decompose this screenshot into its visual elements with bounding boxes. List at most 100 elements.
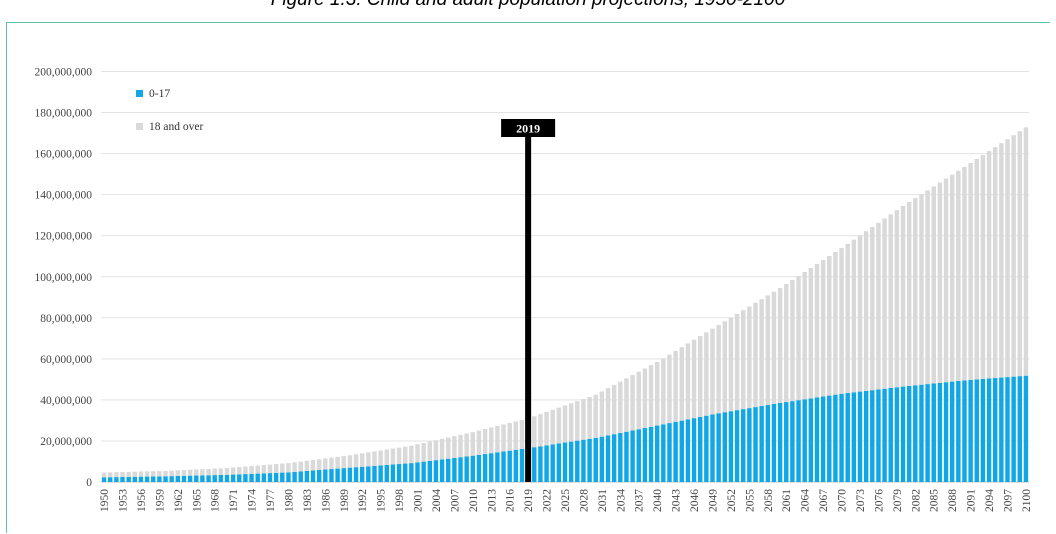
bar-segment-0-17	[489, 453, 494, 482]
bar-segment-0-17	[894, 387, 900, 482]
bar-segment-18-and-over	[218, 468, 224, 475]
y-tick-label: 140,000,000	[35, 190, 93, 202]
bar-segment-18-and-over	[439, 438, 445, 460]
bar-segment-0-17	[261, 473, 267, 482]
bar-segment-18-and-over	[808, 268, 814, 399]
bar-segment-0-17	[439, 459, 445, 482]
bar-segment-18-and-over	[685, 343, 691, 420]
bar-segment-0-17	[230, 474, 236, 482]
bar-segment-18-and-over	[409, 445, 414, 464]
bar-segment-18-and-over	[863, 231, 869, 391]
bar-segment-0-17	[968, 379, 973, 482]
bar-segment-18-and-over	[341, 456, 346, 469]
bar-segment-0-17	[599, 436, 605, 482]
bar-segment-0-17	[654, 425, 660, 482]
x-tick-label: 1971	[228, 489, 240, 512]
bar-segment-18-and-over	[280, 463, 285, 473]
y-tick-label: 60,000,000	[40, 354, 92, 366]
bar-segment-0-17	[943, 382, 949, 482]
legend-label: 18 and over	[149, 121, 203, 133]
bar-segment-0-17	[618, 432, 623, 482]
bar-segment-0-17	[777, 402, 783, 482]
bar-segment-18-and-over	[784, 284, 789, 403]
bar-segment-18-and-over	[575, 401, 580, 441]
x-tick-label: 2007	[449, 489, 461, 512]
bar-segment-0-17	[151, 476, 156, 482]
bar-segment-0-17	[194, 475, 199, 482]
bar-segment-18-and-over	[1023, 127, 1029, 376]
bar-segment-0-17	[366, 466, 371, 482]
bar-segment-18-and-over	[697, 336, 703, 417]
bar-segment-18-and-over	[267, 464, 273, 474]
bar-segment-0-17	[790, 401, 795, 482]
bar-segment-0-17	[243, 474, 248, 482]
bar-segment-0-17	[329, 469, 334, 482]
bar-segment-18-and-over	[599, 391, 605, 437]
bar-segment-0-17	[513, 449, 519, 482]
bar-segment-0-17	[138, 476, 144, 482]
bar-segment-18-and-over	[101, 472, 107, 478]
x-tick-label: 1998	[394, 489, 406, 512]
bar-segment-0-17	[956, 381, 961, 482]
bar-segment-0-17	[685, 419, 691, 482]
bar-segment-18-and-over	[544, 411, 549, 446]
bar-segment-18-and-over	[144, 471, 150, 477]
bar-segment-0-17	[409, 463, 414, 482]
bar-segment-0-17	[734, 410, 740, 482]
bar-segment-18-and-over	[814, 264, 820, 398]
legend-swatch	[136, 90, 143, 97]
bar-segment-0-17	[562, 442, 568, 482]
bar-segment-18-and-over	[402, 446, 408, 464]
bar-segment-18-and-over	[255, 465, 260, 474]
x-tick-label: 1965	[191, 489, 203, 512]
bar-segment-0-17	[126, 476, 131, 482]
bar-segment-18-and-over	[704, 332, 709, 416]
bar-segment-0-17	[992, 378, 998, 482]
bar-segment-0-17	[900, 386, 906, 482]
x-tick-label: 2019	[523, 489, 535, 512]
bar-segment-18-and-over	[316, 459, 322, 470]
x-tick-label: 2001	[413, 489, 425, 512]
bar-segment-0-17	[224, 474, 230, 482]
bar-segment-18-and-over	[949, 174, 955, 382]
bar-segment-18-and-over	[833, 252, 838, 395]
bar-segment-0-17	[679, 420, 684, 482]
bar-segment-0-17	[187, 475, 193, 482]
bar-segment-0-17	[323, 469, 328, 482]
bar-segment-18-and-over	[888, 214, 893, 388]
x-tick-label: 2037	[634, 489, 646, 512]
x-tick-label: 1968	[210, 489, 222, 512]
bar-segment-18-and-over	[593, 394, 598, 438]
x-tick-label: 1989	[339, 489, 351, 512]
bar-segment-0-17	[759, 406, 764, 482]
bar-segment-0-17	[919, 384, 924, 482]
bar-segment-18-and-over	[753, 302, 758, 408]
bar-segment-18-and-over	[611, 384, 617, 435]
bar-segment-18-and-over	[943, 178, 949, 383]
bar-segment-0-17	[470, 455, 476, 482]
bar-segment-0-17	[636, 429, 641, 482]
bar-segment-0-17	[556, 443, 562, 482]
bar-segment-18-and-over	[206, 468, 211, 476]
bar-segment-18-and-over	[661, 358, 666, 425]
bar-segment-0-17	[728, 411, 734, 482]
bar-segment-18-and-over	[446, 437, 451, 459]
bar-segment-0-17	[157, 476, 162, 482]
bar-segment-0-17	[304, 470, 310, 482]
bar-segment-18-and-over	[820, 260, 826, 397]
x-tick-label: 2070	[837, 489, 849, 512]
marker-label-2019: 2019	[516, 122, 540, 136]
bar-segment-0-17	[999, 377, 1004, 482]
x-tick-label: 2016	[505, 489, 517, 512]
bar-segment-18-and-over	[1011, 135, 1016, 377]
bar-segment-0-17	[771, 404, 777, 482]
bar-segment-0-17	[212, 475, 217, 482]
bar-segment-18-and-over	[108, 472, 113, 478]
bar-segment-0-17	[741, 409, 746, 482]
bar-segment-18-and-over	[538, 414, 543, 447]
bar-segment-18-and-over	[648, 365, 654, 427]
bar-segment-18-and-over	[931, 186, 936, 384]
bar-segment-0-17	[353, 467, 359, 482]
bar-segment-0-17	[458, 457, 463, 482]
